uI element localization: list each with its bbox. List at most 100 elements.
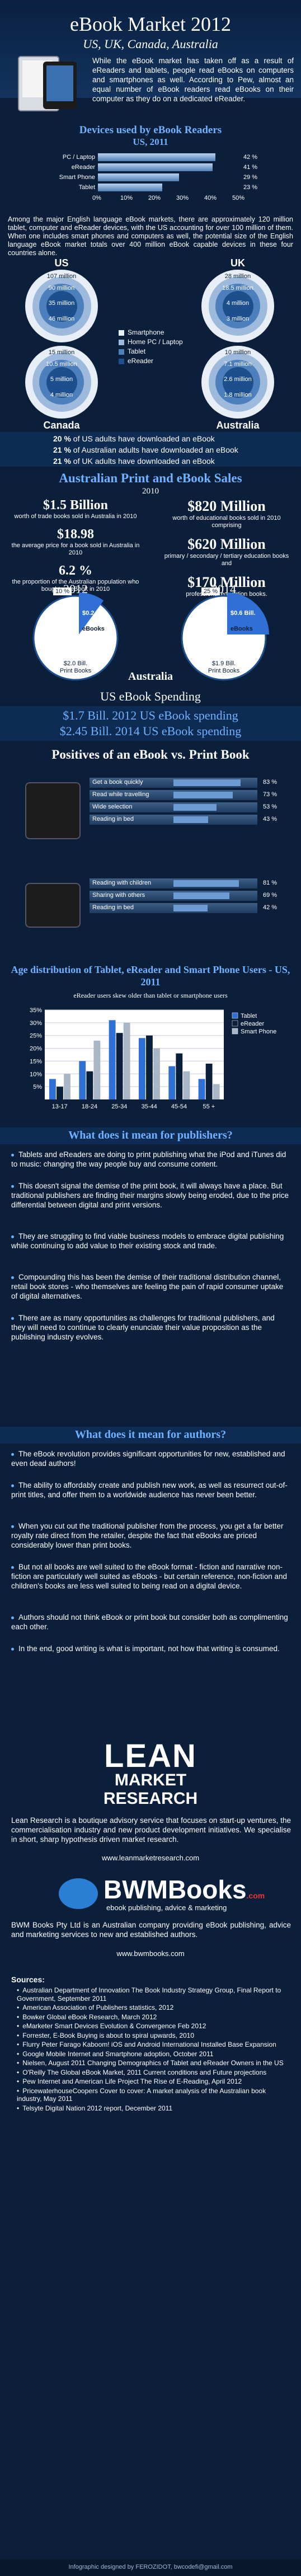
source-text: O'Reilly The Global eBook Market, 2011 C… xyxy=(22,2068,267,2076)
pie-print-value: $1.9 Bill. xyxy=(211,660,236,667)
bullet-text: They are struggling to find viable busin… xyxy=(11,1232,284,1250)
source-dot: • xyxy=(17,2004,20,2011)
age-subtitle: eReader users skew older than tablet or … xyxy=(73,991,228,999)
bwm-text: BWM Books Pty Ltd is an Australian compa… xyxy=(11,1921,291,1939)
sales-big: $820 Million xyxy=(187,498,266,514)
legend-label: Tablet xyxy=(128,347,146,355)
bullet-item: They are struggling to find viable busin… xyxy=(11,1231,291,1251)
source-text: PricewaterhouseCoopers Cover to cover: A… xyxy=(17,2086,266,2103)
legend-label: Home PC / Laptop xyxy=(128,338,183,346)
pie-print-name: Print Books xyxy=(59,667,92,674)
source-dot: • xyxy=(17,2031,20,2039)
devices-subtitle: US, 2011 xyxy=(133,137,168,147)
x-tick-label: 55 + xyxy=(203,1103,215,1110)
source-item: • Forrester, E-Book Buying is about to sp… xyxy=(17,2032,291,2040)
y-tick-label: 25% xyxy=(30,1033,42,1040)
sales-big: $1.5 Billion xyxy=(43,498,109,513)
bar-tablet xyxy=(49,1079,56,1099)
positive-1-bar xyxy=(173,804,217,811)
source-dot: • xyxy=(17,2059,20,2067)
bar-tablet xyxy=(198,1079,205,1099)
pie-ebook-value: $0.6 Bill. xyxy=(231,610,256,617)
positive-2-value: 81 % xyxy=(263,880,278,886)
positive-1-bar xyxy=(173,779,241,786)
devices-bar xyxy=(98,173,179,181)
legend-swatch xyxy=(232,1028,238,1035)
devices-value: 23 % xyxy=(243,184,258,191)
bullet-text: There are as many opportunities as chall… xyxy=(11,1314,275,1341)
legend-label: Tablet xyxy=(241,1013,257,1019)
source-item: • Bowker Global eBook Research, March 201… xyxy=(17,2013,291,2022)
bullet-dot xyxy=(11,1525,14,1528)
sales-big: $18.98 xyxy=(57,527,94,542)
pie-chart xyxy=(181,593,269,681)
source-item: • Flurry Peter Farago Kaboom! iOS and And… xyxy=(17,2041,291,2049)
devices-row-label: PC / Laptop xyxy=(62,154,95,161)
bullet-item: Authors should not think eBook or print … xyxy=(11,1613,291,1632)
legend-swatch xyxy=(119,330,124,336)
download-text: of UK adults have downloaded an eBook xyxy=(70,457,215,466)
devices-tick: 10% xyxy=(120,195,133,201)
devices-row-label: eReader xyxy=(71,164,95,171)
ring-ereader xyxy=(46,366,77,398)
sales-big: 6.2 % xyxy=(59,563,92,578)
ring-ereader xyxy=(222,366,253,398)
devices-tick: 50% xyxy=(232,195,245,201)
us-spending-2014: $2.45 Bill. 2014 US eBook spending xyxy=(59,724,242,738)
legend-label: eReader xyxy=(128,357,154,365)
lean-url[interactable]: www.leanmarketresearch.com xyxy=(101,1854,200,1862)
pie-ebook-name: eBooks xyxy=(231,626,253,632)
authors-title: What does it mean for authors? xyxy=(74,1428,227,1441)
source-item: • Nielsen, August 2011 Changing Demograph… xyxy=(17,2059,291,2067)
bar-smart-phone xyxy=(213,1084,220,1099)
ring-value: 2.6 million xyxy=(224,376,252,383)
bullet-dot xyxy=(11,1452,14,1456)
legend-swatch xyxy=(119,340,124,345)
source-item: • PricewaterhouseCoopers Cover to cover: … xyxy=(17,2087,291,2103)
source-text: American Association of Publishers stati… xyxy=(22,2004,174,2011)
devices-tick: 20% xyxy=(148,195,161,201)
sales-small: worth of trade books sold in Australia i… xyxy=(14,513,137,520)
sources-list: • Australian Department of Innovation The… xyxy=(17,1986,291,2113)
legend-swatch xyxy=(232,1020,238,1027)
bullet-item: When you cut out the traditional publish… xyxy=(11,1521,291,1550)
intro-text: While the eBook market has taken off as … xyxy=(92,57,294,103)
country-label: Australia xyxy=(216,420,260,431)
age-chart: 5% 10% 15% 20% 25% 30% 35% 13-17 18-24 25-34 35-44… xyxy=(30,1007,276,1110)
source-text: eMarketer Smart Devices Evolution & Conv… xyxy=(22,2022,206,2030)
sales-title: Australian Print and eBook Sales xyxy=(59,471,242,485)
sales-small: the average price for a book sold in Aus… xyxy=(11,542,140,556)
page-subtitle: US, UK, Canada, Australia xyxy=(83,37,218,51)
positive-2-bar xyxy=(173,880,239,887)
ring-value: 28 million xyxy=(224,273,251,280)
bullet-dot xyxy=(11,1317,14,1320)
download-pct: 21 % xyxy=(53,445,71,454)
pie-slice-ebook xyxy=(227,593,269,634)
x-tick-label: 18-24 xyxy=(82,1103,97,1110)
bwm-logo: BWMBooks.com xyxy=(104,1875,265,1904)
bullet-dot xyxy=(11,1184,14,1188)
positive-2-bar xyxy=(173,892,230,899)
device-rings: US 107 million 90 million 35 million 46 mill… xyxy=(0,257,301,431)
source-text: Flurry Peter Farago Kaboom! iOS and Andr… xyxy=(22,2041,276,2048)
bullet-text: The eBook revolution provides significan… xyxy=(11,1450,285,1468)
download-stat: 20 % of US adults have downloaded an eBo… xyxy=(53,433,277,444)
positive-1-label: Read while travelling xyxy=(92,791,149,798)
positive-2-bar xyxy=(173,905,208,911)
source-item: • Pew Internet and American Life Project … xyxy=(17,2077,291,2086)
devices-value: 42 % xyxy=(243,154,258,161)
bullet-text: This doesn't signal the demise of the pr… xyxy=(11,1182,289,1209)
bullet-item: There are as many opportunities as chall… xyxy=(11,1313,291,1342)
ring-value: 10 million xyxy=(224,349,251,356)
population-text: Among the major English language eBook m… xyxy=(8,215,293,257)
bar-tablet xyxy=(168,1066,176,1099)
bar-tablet xyxy=(139,1038,145,1099)
downloads-list: 20 % of US adults have downloaded an eBo… xyxy=(53,433,277,467)
bar-smart-phone xyxy=(93,1040,101,1099)
x-tick-label: 25-34 xyxy=(111,1103,127,1110)
bwm-url[interactable]: www.bwmbooks.com xyxy=(116,1949,185,1958)
authors-band xyxy=(0,1427,301,1444)
y-tick-label: 35% xyxy=(30,1007,42,1014)
x-tick-label: 45-54 xyxy=(171,1103,187,1110)
sales-stat: $1.5 Billion worth of trade books sold in… xyxy=(8,498,143,520)
